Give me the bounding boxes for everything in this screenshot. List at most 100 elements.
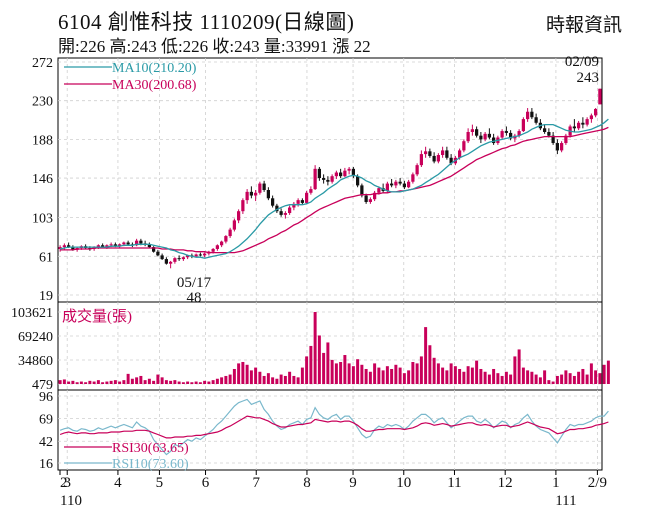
candle-body (237, 211, 241, 221)
rsi30-line (59, 415, 609, 439)
volume-bar (347, 363, 351, 384)
volume-bar (530, 371, 534, 384)
candle-body (152, 247, 156, 252)
candle-body (509, 132, 513, 139)
month-label: 10 (396, 475, 411, 491)
volume-bar (470, 367, 474, 384)
candle-body (534, 117, 538, 123)
candle-body (118, 244, 122, 247)
candle-body (598, 88, 602, 105)
volume-bar (334, 363, 338, 384)
month-label: 9 (349, 475, 357, 491)
candle-body (339, 172, 343, 177)
candle-body (581, 122, 585, 125)
candle-body (305, 192, 309, 203)
volume-bar (339, 361, 343, 384)
candle-body (407, 181, 411, 188)
candle-body (585, 119, 589, 125)
candle-body (164, 259, 168, 264)
candle-body (194, 254, 198, 257)
volume-bar (283, 375, 287, 384)
volume-bar (326, 342, 330, 384)
candle-body (58, 247, 62, 249)
candle-body (203, 253, 207, 256)
price-frame (57, 57, 603, 303)
candle-body (394, 181, 398, 186)
candle-body (160, 255, 164, 260)
candle-body (483, 133, 487, 140)
candle-body (67, 245, 71, 248)
candle-body (177, 258, 181, 260)
volume-tick-label: 69240 (18, 330, 53, 345)
candle-body (594, 108, 598, 116)
volume-bar (67, 381, 71, 384)
candle-body (215, 245, 219, 249)
candle-body (492, 137, 496, 144)
volume-bar (364, 368, 368, 384)
candle-body (402, 183, 406, 188)
candle-body (560, 143, 564, 151)
price-tick-label: 103 (32, 212, 53, 227)
volume-bar (173, 380, 177, 384)
volume-bar (203, 380, 207, 384)
volume-bar (96, 380, 100, 384)
year-label: 110 (60, 493, 82, 509)
ma30-legend: MA30(200.68) (112, 78, 197, 93)
candle-body (283, 213, 287, 215)
volume-bar (577, 371, 581, 384)
volume-bar (483, 371, 487, 384)
volume-bar (402, 373, 406, 384)
volume-bar (560, 374, 564, 384)
volume-bar (343, 355, 347, 384)
candle-body (147, 244, 151, 248)
price-tick-label: 61 (39, 250, 53, 265)
volume-bar (458, 368, 462, 384)
candle-body (411, 174, 415, 182)
candle-body (415, 165, 419, 175)
volume-bar (479, 368, 483, 384)
candle-body (330, 176, 334, 182)
price-tick-label: 230 (32, 95, 53, 110)
volume-bar (224, 375, 228, 384)
price-panel (58, 66, 609, 269)
volume-bar (305, 356, 309, 384)
candle-body (555, 143, 559, 151)
volume-bar (113, 380, 117, 384)
volume-bar (220, 377, 224, 384)
candle-body (334, 172, 338, 177)
volume-bar (415, 363, 419, 384)
volume-bar (534, 374, 538, 384)
candle-body (211, 248, 215, 252)
volume-bar (394, 364, 398, 384)
volume-bar (547, 380, 551, 384)
volume-bar (526, 370, 530, 384)
volume-bar (487, 374, 491, 384)
candle-body (313, 168, 317, 190)
volume-bar (385, 366, 389, 384)
volume-bar (101, 382, 105, 384)
candle-body (543, 128, 547, 132)
candle-body (122, 242, 126, 245)
volume-bar (279, 374, 283, 384)
price-tick-label: 188 (32, 133, 53, 148)
candle-body (101, 245, 105, 248)
ma30-line (60, 126, 609, 254)
candle-body (521, 119, 525, 132)
rsi-frame (57, 389, 603, 471)
month-label: 5 (156, 475, 164, 491)
volume-tick-label: 479 (32, 378, 53, 393)
volume-panel (58, 312, 610, 384)
candle-body (462, 141, 466, 151)
volume-bar (147, 378, 151, 384)
candle-body (266, 190, 270, 199)
volume-bar (445, 370, 449, 384)
volume-title: 成交量(張) (62, 307, 132, 325)
rsi10-line (59, 398, 609, 456)
candle-body (139, 240, 143, 244)
volume-bar (177, 381, 181, 384)
candle-body (385, 183, 389, 191)
volume-bar (419, 356, 423, 384)
volume-bar (169, 380, 173, 384)
candle-body (577, 122, 581, 129)
